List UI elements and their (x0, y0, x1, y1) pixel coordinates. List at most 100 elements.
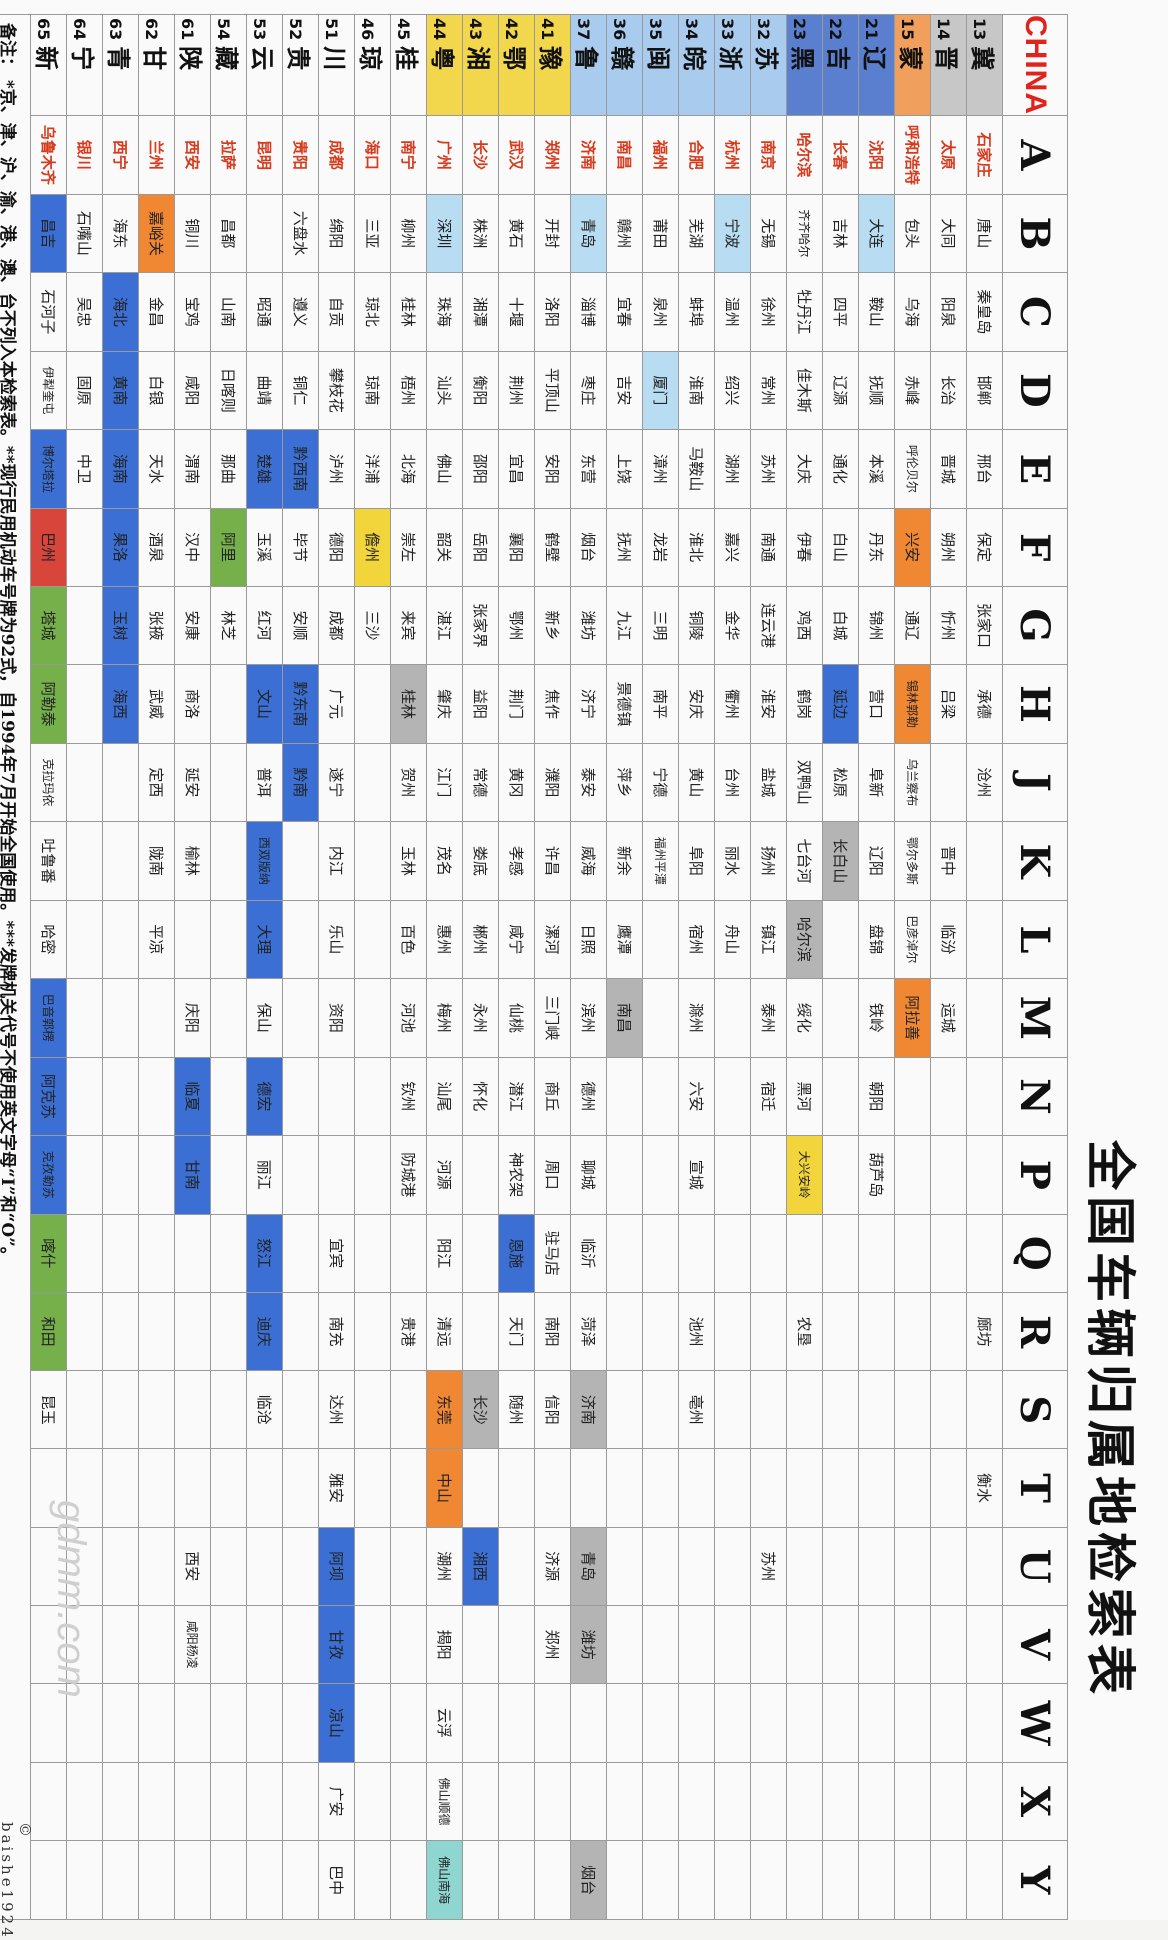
city-cell: 辽阳 (858, 821, 895, 901)
city-cell (894, 1214, 931, 1293)
city-cell (174, 1840, 211, 1920)
city-cell: 梧州 (390, 351, 427, 430)
city-cell (174, 1683, 211, 1763)
city-cell: 桂林 (390, 272, 427, 352)
province-header: 52 贵 (282, 14, 319, 116)
table-row: 45桂 南宁 柳州 桂林 梧州 北海 崇左 来宾 桂林 贺州 玉林 百色 河池 钦州 防城港 贵港 (390, 14, 427, 1920)
city-cell (966, 978, 1003, 1058)
city-cell: 忻州 (930, 586, 967, 665)
city-cell: 阿克苏 (30, 1057, 67, 1136)
table-row: 13 冀 石家庄 唐山 秦皇岛 邯郸 邢台 保定 张家口 承德 沧州 廊坊 衡水 (966, 14, 1003, 1920)
city-cell (174, 1448, 211, 1528)
city-cell: 铜陵 (678, 586, 715, 665)
province-code: 42 (502, 18, 521, 41)
city-cell (138, 1057, 175, 1136)
city-cell (750, 1605, 787, 1684)
city-cell: 玉树 (102, 586, 139, 665)
city-cell: 琼北 (354, 272, 391, 352)
city-cell (606, 1762, 643, 1841)
city-cell: 河池 (390, 978, 427, 1058)
city-cell (606, 1527, 643, 1606)
province-header: 63 青 (102, 14, 139, 116)
city-cell (534, 1448, 571, 1528)
province-abbr: 粤 (428, 46, 457, 71)
city-cell: 抚顺 (858, 351, 895, 430)
province-code: 45 (394, 18, 413, 41)
city-cell: 宣城 (678, 1135, 715, 1215)
city-cell: 清远 (426, 1292, 463, 1371)
city-cell: 张家口 (966, 586, 1003, 665)
province-code: 63 (106, 18, 125, 41)
city-cell: 喀什 (30, 1214, 67, 1293)
city-cell (246, 1527, 283, 1606)
city-cell: 驻马店 (534, 1214, 571, 1293)
city-cell: 福州平潭 (642, 821, 679, 901)
city-cell: 呼伦贝尔 (894, 429, 931, 509)
city-cell (822, 1683, 859, 1763)
table-row: 21 辽 沈阳 大连 鞍山 抚顺 本溪 丹东 锦州 营口 阜新 辽阳 盘锦 铁岭 朝阳 葫芦岛 (858, 14, 895, 1920)
city-cell: 芜湖 (678, 194, 715, 273)
city-cell (462, 1762, 499, 1841)
city-cell: 钦州 (390, 1057, 427, 1136)
city-cell: 怒江 (246, 1214, 283, 1293)
city-cell (462, 1292, 499, 1371)
letter-header: D (1002, 351, 1068, 430)
city-cell: 三门峡 (534, 978, 571, 1058)
city-cell (102, 1762, 139, 1841)
city-cell: 沧州 (966, 743, 1003, 822)
city-cell (534, 1762, 571, 1841)
city-cell (210, 1292, 247, 1371)
city-cell: 朔州 (930, 508, 967, 587)
city-cell (642, 900, 679, 979)
city-cell (966, 1135, 1003, 1215)
city-cell (462, 1448, 499, 1528)
city-cell: 松原 (822, 743, 859, 822)
province-code: 41 (538, 18, 557, 41)
city-cell: 舟山 (714, 900, 751, 979)
city-cell: 泉州 (642, 272, 679, 352)
letter-header: T (1002, 1448, 1068, 1528)
city-cell: 韶关 (426, 508, 463, 587)
city-cell: 郴州 (462, 900, 499, 979)
city-cell: 恩施 (498, 1214, 535, 1293)
city-cell: 景德镇 (606, 664, 643, 744)
city-cell (642, 1605, 679, 1684)
city-cell (102, 1605, 139, 1684)
city-cell (930, 1057, 967, 1136)
city-cell (894, 1840, 931, 1920)
city-cell (102, 821, 139, 901)
table-row: 14 晋 太原 大同 阳泉 长治 晋城 朔州 忻州 吕梁 晋中 临汾 运城 (930, 14, 967, 1920)
city-cell: 鹤岗 (786, 664, 823, 744)
province-code: 36 (610, 18, 629, 41)
city-cell (750, 1292, 787, 1371)
city-cell (66, 508, 103, 587)
table-row: 63 青 西宁 海东 海北 黄南 海南 果洛 玉树 海西 (102, 14, 139, 1920)
city-cell: 六安 (678, 1057, 715, 1136)
city-cell: 成都 (318, 586, 355, 665)
city-cell: 武汉 (498, 115, 535, 195)
city-cell: 乐山 (318, 900, 355, 979)
city-cell: 柳州 (390, 194, 427, 273)
city-cell (642, 1448, 679, 1528)
city-cell: 东莞 (426, 1370, 463, 1449)
province-code: 32 (754, 18, 773, 41)
city-cell (282, 1057, 319, 1136)
city-cell: 上饶 (606, 429, 643, 509)
city-cell (210, 1527, 247, 1606)
letter-header: J (1002, 743, 1068, 822)
city-cell: 聊城 (570, 1135, 607, 1215)
city-cell: 天门 (498, 1292, 535, 1371)
city-cell (210, 978, 247, 1058)
credit-text: © baishe1924 (0, 1822, 34, 1940)
city-cell: 七台河 (786, 821, 823, 901)
city-cell (894, 1762, 931, 1841)
city-cell (822, 1214, 859, 1293)
city-cell (102, 1135, 139, 1215)
city-cell: 临沧 (246, 1370, 283, 1449)
province-header: 22 吉 (822, 14, 859, 116)
city-cell (282, 1135, 319, 1215)
city-cell: 白银 (138, 351, 175, 430)
city-cell: 吕梁 (930, 664, 967, 744)
city-cell: 廊坊 (966, 1292, 1003, 1371)
